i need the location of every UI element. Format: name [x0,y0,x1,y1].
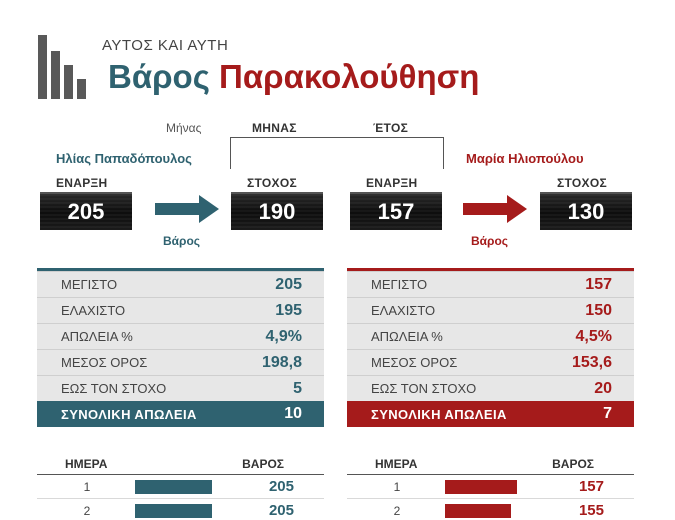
weight-bar [135,504,212,518]
stat-row: ΜΕΣΟΣ ΟΡΟΣ 153,6 [347,349,634,375]
person1-stats-table: ΜΕΓΙΣΤΟ 205 ΕΛΑΧΙΣΤΟ 195 ΑΠΩΛΕΙΑ % 4,9% ΜΕΣ… [37,268,324,427]
logo-bars-icon [38,35,86,99]
person2-start-label: ΕΝΑΡΞΗ [366,176,418,190]
stat-row: ΑΠΩΛΕΙΑ % 4,5% [347,323,634,349]
table-row[interactable]: 2 205 [37,499,324,520]
person1-target-value[interactable]: 190 [231,192,323,230]
table-row[interactable]: 1 205 [37,475,324,499]
person2-target-value[interactable]: 130 [540,192,632,230]
person1-start-label: ΕΝΑΡΞΗ [56,176,108,190]
day-cell: 2 [393,503,401,518]
person1-name[interactable]: Ηλίας Παπαδόπουλος [56,151,192,166]
period-bracket [230,137,444,169]
stat-row: ΕΛΑΧΙΣΤΟ 195 [37,297,324,323]
daily-header-weight: ΒΑΡΟΣ [552,457,594,471]
arrow-right-icon [463,195,527,223]
person2-name[interactable]: Μαρία Ηλιοπούλου [466,151,584,166]
period-year[interactable]: ΈΤΟΣ [373,121,409,135]
daily-header: ΗΜΕΡΑ ΒΑΡΟΣ [37,457,324,475]
weight-cell: 205 [268,502,294,519]
table-row[interactable]: 1 157 [347,475,634,499]
day-cell: 1 [83,479,91,494]
daily-header-weight: ΒΑΡΟΣ [242,457,284,471]
person1-total-row: ΣΥΝΟΛΙΚΗ ΑΠΩΛΕΙΑ 10 [37,401,324,427]
stat-row: ΜΕΓΙΣΤΟ 157 [347,271,634,297]
day-cell: 2 [83,503,91,518]
daily-header: ΗΜΕΡΑ ΒΑΡΟΣ [347,457,634,475]
person1-target-label: ΣΤΟΧΟΣ [247,176,297,190]
day-cell: 1 [393,479,401,494]
period-label: Μήνας [166,121,202,135]
stat-row: ΕΩΣ ΤΟΝ ΣΤΟΧΟ 5 [37,375,324,401]
arrow-right-icon [155,195,219,223]
page-subtitle: ΑΥΤΟΣ ΚΑΙ ΑΥΤΗ [102,37,229,54]
table-row[interactable]: 2 155 [347,499,634,520]
title-part1: Βάρος [108,58,210,95]
weight-bar [445,480,517,494]
stat-row: ΕΩΣ ΤΟΝ ΣΤΟΧΟ 20 [347,375,634,401]
daily-header-day: ΗΜΕΡΑ [65,457,108,471]
stat-row: ΕΛΑΧΙΣΤΟ 150 [347,297,634,323]
weight-cell: 205 [268,478,294,495]
person2-arrow-label: Βάρος [471,234,509,248]
stat-row: ΑΠΩΛΕΙΑ % 4,9% [37,323,324,349]
weight-bar [135,480,212,494]
person2-target-label: ΣΤΟΧΟΣ [557,176,607,190]
period-month[interactable]: ΜΗΝΑΣ [252,121,297,135]
page-title: Βάρος Παρακολούθηση [108,58,479,96]
weight-bar [445,504,511,518]
stat-row: ΜΕΓΙΣΤΟ 205 [37,271,324,297]
stat-row: ΜΕΣΟΣ ΟΡΟΣ 198,8 [37,349,324,375]
title-part2: Παρακολούθηση [219,58,480,95]
person2-daily-table: ΗΜΕΡΑ ΒΑΡΟΣ 1 157 2 155 [347,457,634,520]
person1-arrow-label: Βάρος [163,234,201,248]
person1-start-value[interactable]: 205 [40,192,132,230]
person2-total-row: ΣΥΝΟΛΙΚΗ ΑΠΩΛΕΙΑ 7 [347,401,634,427]
person1-daily-table: ΗΜΕΡΑ ΒΑΡΟΣ 1 205 2 205 [37,457,324,520]
weight-cell: 155 [578,502,604,519]
daily-header-day: ΗΜΕΡΑ [375,457,418,471]
person2-start-value[interactable]: 157 [350,192,442,230]
person2-stats-table: ΜΕΓΙΣΤΟ 157 ΕΛΑΧΙΣΤΟ 150 ΑΠΩΛΕΙΑ % 4,5% ΜΕΣ… [347,268,634,427]
weight-cell: 157 [578,478,604,495]
